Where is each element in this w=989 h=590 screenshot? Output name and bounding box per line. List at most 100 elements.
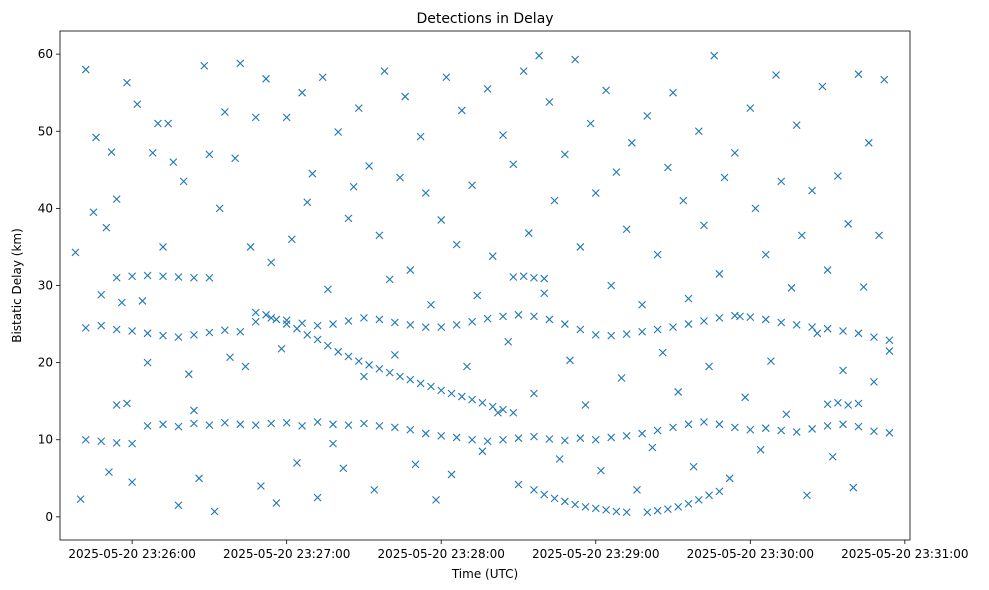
data-point <box>823 324 832 333</box>
data-point <box>169 158 178 166</box>
data-point <box>128 478 137 487</box>
data-point <box>715 487 724 496</box>
data-point <box>220 108 229 116</box>
data-point <box>344 421 353 429</box>
data-point <box>710 51 719 60</box>
data-point <box>705 362 713 371</box>
data-point <box>457 392 466 401</box>
y-tick-label: 50 <box>38 124 53 138</box>
series-1 <box>530 485 724 517</box>
data-point <box>179 177 188 186</box>
data-point <box>267 419 276 428</box>
data-point <box>251 317 260 326</box>
data-point <box>519 67 528 75</box>
plot-area <box>71 51 894 517</box>
data-point <box>148 148 157 157</box>
data-point <box>97 437 106 446</box>
data-point <box>112 273 121 282</box>
data-point <box>818 82 827 91</box>
data-point <box>406 320 415 329</box>
data-point <box>303 330 312 339</box>
data-point <box>370 485 379 494</box>
data-point <box>870 333 878 342</box>
x-tick-label: 2025-05-20 23:30:00 <box>687 547 814 561</box>
data-point <box>705 491 713 500</box>
data-point <box>468 395 477 404</box>
data-point <box>365 361 373 369</box>
data-point <box>653 250 662 259</box>
data-point <box>581 401 590 409</box>
data-point <box>870 378 878 386</box>
data-point <box>334 128 343 136</box>
data-point <box>550 494 559 503</box>
data-point <box>700 418 708 426</box>
data-point <box>612 507 621 516</box>
data-point <box>159 420 167 429</box>
data-point <box>839 366 847 375</box>
data-point <box>555 455 564 463</box>
data-point <box>220 418 229 427</box>
data-point <box>730 423 739 432</box>
data-point <box>643 111 652 120</box>
series-0 <box>251 308 518 417</box>
data-point <box>354 104 363 113</box>
data-point <box>602 86 610 95</box>
data-point <box>653 325 662 334</box>
data-point <box>669 323 677 332</box>
data-point <box>282 320 291 328</box>
data-point <box>560 436 569 445</box>
data-point <box>808 425 817 433</box>
data-point <box>329 320 337 328</box>
data-point <box>81 324 90 332</box>
data-point <box>591 330 600 339</box>
data-point <box>205 273 214 282</box>
data-point <box>828 452 837 461</box>
data-point <box>272 315 281 324</box>
data-point <box>684 320 693 328</box>
data-point <box>313 493 322 502</box>
data-point <box>313 418 322 426</box>
data-point <box>329 420 337 429</box>
data-point <box>473 291 482 300</box>
data-point <box>833 398 842 407</box>
data-point <box>190 273 198 282</box>
data-point <box>792 428 801 436</box>
data-point <box>452 240 461 249</box>
data-point <box>720 173 729 182</box>
data-point <box>803 491 811 500</box>
data-point <box>694 496 703 504</box>
data-point <box>344 352 353 361</box>
data-point <box>138 297 147 305</box>
data-point <box>396 173 404 182</box>
data-point <box>756 445 765 454</box>
data-point <box>576 434 585 443</box>
data-point <box>880 75 889 84</box>
data-point <box>452 320 461 329</box>
data-point <box>622 431 631 440</box>
data-point <box>89 208 98 217</box>
data-point <box>143 329 152 338</box>
data-point <box>432 496 440 504</box>
data-point <box>679 196 688 205</box>
data-point <box>499 131 507 140</box>
data-point <box>298 319 307 328</box>
data-point <box>591 189 600 197</box>
data-point <box>715 270 724 278</box>
data-point <box>736 312 744 321</box>
data-point <box>190 330 198 339</box>
data-point <box>452 433 461 442</box>
data-point <box>761 424 770 433</box>
data-point <box>782 410 791 419</box>
data-point <box>545 315 554 324</box>
axes-frame <box>59 30 911 541</box>
data-point <box>293 458 301 467</box>
data-point <box>385 275 394 284</box>
data-point <box>411 460 420 469</box>
data-point <box>700 317 708 325</box>
data-point <box>174 501 183 510</box>
chart-title: Detections in Delay <box>416 11 553 27</box>
data-point <box>761 315 770 324</box>
data-point <box>406 375 415 384</box>
data-point <box>638 300 647 309</box>
data-point <box>190 406 198 415</box>
